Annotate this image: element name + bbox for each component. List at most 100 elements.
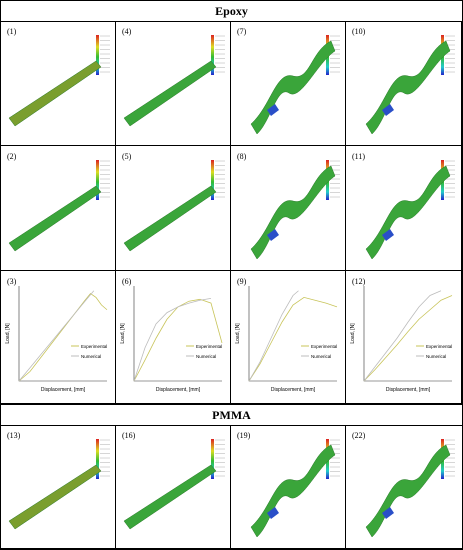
panel-15: (19) bbox=[231, 425, 346, 549]
fem-contour-image bbox=[8, 160, 110, 252]
panel-label: (5) bbox=[122, 152, 132, 161]
colorbar bbox=[211, 439, 214, 479]
colorbar bbox=[211, 160, 214, 200]
legend-label: Numerical bbox=[196, 354, 216, 359]
panel-6: (5) bbox=[116, 146, 231, 271]
legend-label: Experimental bbox=[426, 344, 452, 349]
panel-8: (11) bbox=[346, 146, 462, 271]
load-displacement-chart: Experimental Numerical Displacement, [mm] L… bbox=[235, 286, 338, 393]
fem-contour-image bbox=[8, 439, 110, 530]
panel-label: (8) bbox=[237, 152, 247, 161]
fem-contour-image bbox=[250, 160, 340, 260]
legend-label: Numerical bbox=[81, 354, 101, 359]
panel-5: (2) bbox=[1, 146, 116, 271]
series-numerical bbox=[133, 297, 212, 382]
y-axis-label: Load, [N] bbox=[235, 323, 241, 344]
stress-band bbox=[382, 104, 394, 116]
specimen-strip bbox=[250, 444, 336, 538]
colorbar bbox=[211, 35, 214, 75]
fem-contour-image bbox=[365, 35, 455, 135]
axes bbox=[133, 286, 222, 382]
fem-contour-image bbox=[365, 439, 455, 538]
panel-16: (22) bbox=[346, 425, 462, 549]
panel-13: (13) bbox=[1, 425, 116, 549]
specimen-strip bbox=[8, 464, 102, 530]
specimen-strip bbox=[123, 60, 217, 127]
panel-label: (4) bbox=[122, 27, 132, 36]
panel-label: (9) bbox=[237, 277, 247, 286]
series-numerical bbox=[363, 290, 442, 382]
legend-label: Experimental bbox=[81, 344, 107, 349]
panel-10: (6) Experimental Numerical Displacement, [m… bbox=[116, 271, 231, 404]
panel-2: (4) bbox=[116, 21, 231, 146]
x-axis-label: Displacement, [mm] bbox=[386, 387, 431, 393]
panel-label: (2) bbox=[7, 152, 17, 161]
panel-7: (8) bbox=[231, 146, 346, 271]
stress-band bbox=[382, 507, 394, 519]
panel-label: (6) bbox=[122, 277, 132, 286]
panel-label: (13) bbox=[7, 431, 21, 440]
stress-band bbox=[267, 507, 279, 519]
fem-contour-image bbox=[250, 439, 340, 538]
y-axis-label: Load, [N] bbox=[350, 323, 356, 344]
fem-contour-image bbox=[123, 160, 225, 252]
specimen-strip bbox=[250, 165, 336, 260]
panel-14: (16) bbox=[116, 425, 231, 549]
series-experimental bbox=[363, 295, 453, 382]
x-axis-label: Displacement, [mm] bbox=[41, 387, 86, 393]
specimen-strip bbox=[123, 464, 217, 530]
fem-contour-image bbox=[8, 35, 110, 127]
colorbar bbox=[96, 439, 99, 479]
x-axis-label: Displacement, [mm] bbox=[156, 387, 201, 393]
specimen-strip bbox=[365, 444, 451, 538]
panel-label: (22) bbox=[352, 431, 366, 440]
specimen-strip bbox=[365, 165, 451, 260]
stress-band bbox=[267, 104, 279, 116]
panel-4: (10) bbox=[346, 21, 462, 146]
fem-contour-image bbox=[123, 439, 225, 530]
panel-11: (9) Experimental Numerical Displacement, [m… bbox=[231, 271, 346, 404]
specimen-strip bbox=[8, 60, 102, 127]
axes bbox=[18, 286, 107, 382]
panel-label: (12) bbox=[352, 277, 366, 286]
x-axis-label: Displacement, [mm] bbox=[271, 387, 316, 393]
panel-12: (12) Experimental Numerical Displacement, [… bbox=[346, 271, 462, 404]
panel-label: (16) bbox=[122, 431, 136, 440]
y-axis-label: Load, [N] bbox=[5, 323, 11, 344]
colorbar bbox=[96, 35, 99, 75]
colorbar bbox=[96, 160, 99, 200]
fem-contour-image bbox=[123, 35, 225, 127]
axes bbox=[248, 286, 337, 382]
panel-label: (11) bbox=[352, 152, 366, 161]
load-displacement-chart: Experimental Numerical Displacement, [mm] L… bbox=[5, 286, 108, 393]
header-epoxy: Epoxy bbox=[1, 1, 462, 22]
panel-label: (1) bbox=[7, 27, 17, 36]
specimen-strip bbox=[123, 185, 217, 252]
series-experimental bbox=[248, 296, 338, 382]
panel-label: (3) bbox=[7, 277, 17, 286]
series-numerical bbox=[18, 290, 95, 382]
legend-label: Numerical bbox=[426, 354, 446, 359]
specimen-strip bbox=[365, 40, 451, 135]
load-displacement-chart: Experimental Numerical Displacement, [mm] L… bbox=[120, 286, 223, 393]
fem-contour-image bbox=[365, 160, 455, 260]
panel-1: (1) bbox=[1, 21, 116, 146]
series-experimental bbox=[18, 293, 108, 382]
panel-9: (3) Experimental Numerical Displacement, [m… bbox=[1, 271, 116, 404]
stress-band bbox=[382, 229, 394, 241]
specimen-strip bbox=[8, 185, 102, 252]
fem-contour-image bbox=[250, 35, 340, 135]
load-displacement-chart: Experimental Numerical Displacement, [mm] L… bbox=[350, 286, 453, 393]
legend-label: Experimental bbox=[311, 344, 337, 349]
series-numerical bbox=[248, 290, 299, 382]
specimen-strip bbox=[250, 40, 336, 135]
panel-label: (7) bbox=[237, 27, 247, 36]
stress-band bbox=[267, 229, 279, 241]
series-experimental bbox=[133, 298, 223, 382]
panel-label: (10) bbox=[352, 27, 366, 36]
panel-label: (19) bbox=[237, 431, 251, 440]
y-axis-label: Load, [N] bbox=[120, 323, 126, 344]
legend-label: Numerical bbox=[311, 354, 331, 359]
panel-3: (7) bbox=[231, 21, 346, 146]
